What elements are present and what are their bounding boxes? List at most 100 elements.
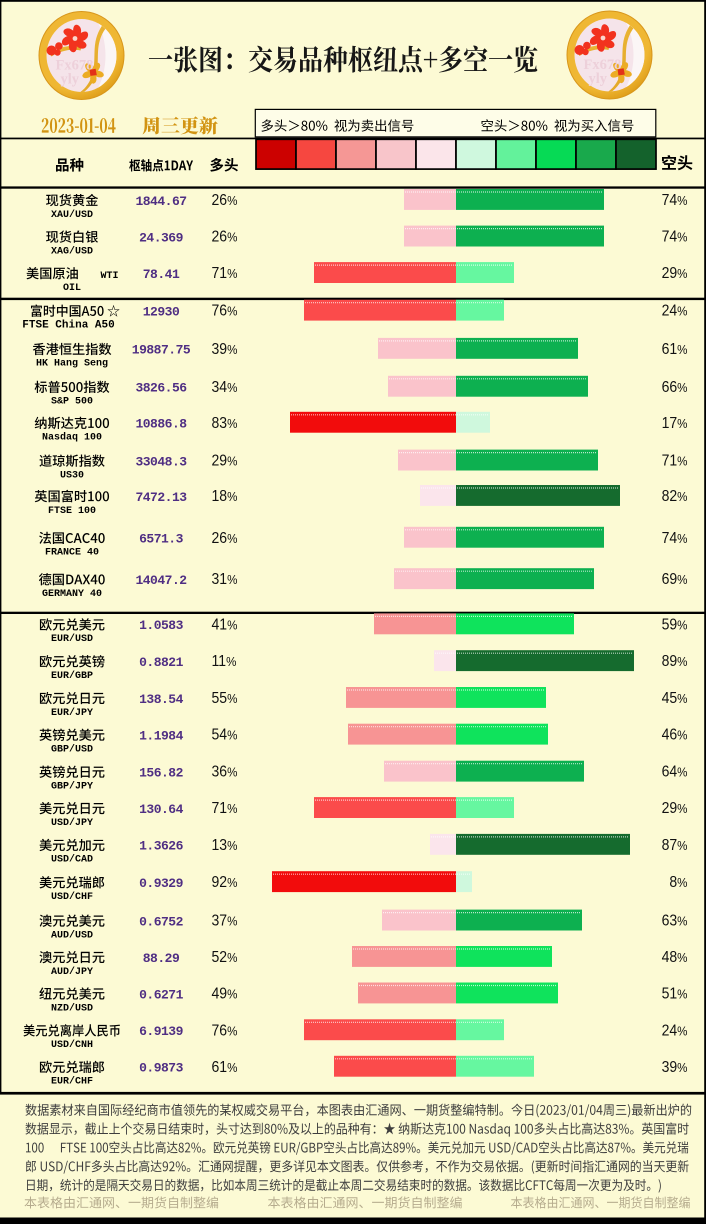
- svg-text:NZD/USD: NZD/USD: [51, 1002, 93, 1014]
- svg-text:92%: 92%: [212, 875, 238, 892]
- svg-text:S&P 500: S&P 500: [51, 397, 93, 408]
- svg-text:130.64: 130.64: [139, 802, 184, 817]
- svg-text:76%: 76%: [212, 303, 238, 320]
- svg-text:FRANCE 40: FRANCE 40: [45, 548, 99, 559]
- svg-text:6571.3: 6571.3: [139, 532, 184, 547]
- svg-text:36%: 36%: [212, 764, 238, 781]
- svg-text:48%: 48%: [662, 949, 688, 966]
- svg-text:AUD/USD: AUD/USD: [51, 929, 93, 941]
- svg-text:138.54: 138.54: [139, 692, 184, 707]
- svg-text:39%: 39%: [212, 341, 238, 358]
- svg-text:0.9873: 0.9873: [139, 1061, 184, 1076]
- svg-text:87%: 87%: [662, 837, 688, 854]
- svg-text:6.9139: 6.9139: [139, 1024, 184, 1039]
- svg-text:yly: yly: [61, 72, 80, 88]
- svg-text:17%: 17%: [662, 415, 688, 432]
- svg-text:49%: 49%: [212, 986, 238, 1003]
- svg-text:USD/CHF: USD/CHF: [51, 891, 93, 903]
- svg-text:37%: 37%: [212, 913, 238, 930]
- svg-text:69%: 69%: [662, 572, 688, 589]
- svg-text:76%: 76%: [212, 1023, 238, 1040]
- svg-text:24.369: 24.369: [139, 230, 184, 245]
- svg-text:7472.13: 7472.13: [135, 490, 187, 505]
- svg-text:USD/CAD: USD/CAD: [51, 854, 93, 866]
- svg-text:11%: 11%: [212, 654, 237, 671]
- svg-text:29%: 29%: [212, 453, 238, 470]
- svg-text:OIL: OIL: [63, 283, 81, 294]
- svg-text:61%: 61%: [662, 341, 688, 358]
- svg-text:54%: 54%: [212, 727, 238, 744]
- svg-text:31%: 31%: [212, 572, 238, 589]
- svg-text:GERMANY 40: GERMANY 40: [42, 589, 102, 600]
- svg-text:26%: 26%: [212, 530, 238, 547]
- svg-text:13%: 13%: [212, 837, 238, 854]
- svg-text:34%: 34%: [212, 379, 238, 396]
- svg-text:14047.2: 14047.2: [135, 573, 187, 588]
- svg-text:64%: 64%: [662, 764, 688, 781]
- svg-text:XAG/USD: XAG/USD: [51, 245, 93, 257]
- svg-text:Fx678: Fx678: [584, 57, 622, 73]
- svg-text:Fx678: Fx678: [56, 58, 94, 74]
- svg-text:8%: 8%: [669, 875, 687, 892]
- svg-text:1844.67: 1844.67: [135, 194, 186, 209]
- svg-text:EUR/USD: EUR/USD: [51, 633, 93, 645]
- svg-text:74%: 74%: [662, 530, 688, 547]
- svg-text:41%: 41%: [212, 617, 238, 634]
- svg-text:66%: 66%: [662, 379, 688, 396]
- svg-text:78.41: 78.41: [143, 267, 180, 282]
- svg-text:24%: 24%: [662, 303, 688, 320]
- svg-text:71%: 71%: [662, 453, 688, 470]
- svg-text:FTSE China A50: FTSE China A50: [22, 320, 114, 332]
- svg-text:XAU/USD: XAU/USD: [51, 209, 93, 221]
- svg-text:0.6752: 0.6752: [139, 914, 184, 929]
- svg-text:0.8821: 0.8821: [139, 655, 184, 670]
- svg-text:83%: 83%: [212, 415, 238, 432]
- svg-text:52%: 52%: [212, 949, 238, 966]
- svg-text:GBP/USD: GBP/USD: [51, 744, 93, 756]
- svg-text:HK Hang Seng: HK Hang Seng: [36, 359, 108, 370]
- svg-text:24%: 24%: [662, 1023, 688, 1040]
- svg-text:46%: 46%: [662, 727, 688, 744]
- svg-text:61%: 61%: [212, 1059, 238, 1076]
- svg-text:12930: 12930: [143, 305, 180, 320]
- svg-text:55%: 55%: [212, 690, 238, 707]
- svg-text:1.3626: 1.3626: [139, 839, 184, 854]
- svg-text:USD/CNH: USD/CNH: [51, 1039, 93, 1051]
- svg-text:1.1984: 1.1984: [139, 729, 184, 744]
- svg-text:FTSE 100: FTSE 100: [48, 506, 96, 517]
- svg-text:156.82: 156.82: [139, 766, 184, 781]
- svg-text:59%: 59%: [662, 617, 688, 634]
- svg-text:88.29: 88.29: [143, 951, 180, 966]
- svg-text:19887.75: 19887.75: [132, 343, 191, 358]
- svg-text:0.6271: 0.6271: [139, 987, 184, 1002]
- svg-text:18%: 18%: [212, 488, 238, 505]
- svg-text:0.9329: 0.9329: [139, 876, 184, 891]
- svg-text:Nasdaq 100: Nasdaq 100: [42, 432, 102, 444]
- svg-text:EUR/CHF: EUR/CHF: [51, 1076, 93, 1088]
- svg-text:WTI: WTI: [101, 271, 119, 282]
- svg-text:10886.8: 10886.8: [135, 417, 187, 432]
- svg-text:45%: 45%: [662, 690, 688, 707]
- svg-text:39%: 39%: [662, 1059, 688, 1076]
- svg-text:82%: 82%: [662, 488, 688, 505]
- svg-text:89%: 89%: [662, 654, 688, 671]
- svg-text:1.0583: 1.0583: [139, 618, 184, 633]
- svg-text:71%: 71%: [212, 265, 238, 282]
- svg-text:yly: yly: [589, 71, 608, 87]
- svg-text:EUR/JPY: EUR/JPY: [51, 707, 93, 719]
- svg-text:74%: 74%: [662, 192, 688, 209]
- svg-text:3826.56: 3826.56: [135, 381, 187, 396]
- svg-text:26%: 26%: [212, 229, 238, 246]
- svg-text:71%: 71%: [212, 800, 238, 817]
- svg-text:USD/JPY: USD/JPY: [51, 817, 93, 829]
- svg-text:EUR/GBP: EUR/GBP: [51, 670, 93, 682]
- svg-text:74%: 74%: [662, 229, 688, 246]
- svg-text:63%: 63%: [662, 913, 688, 930]
- svg-text:29%: 29%: [662, 800, 688, 817]
- svg-text:US30: US30: [60, 470, 84, 481]
- svg-text:33048.3: 33048.3: [135, 454, 187, 469]
- svg-text:AUD/JPY: AUD/JPY: [51, 966, 93, 978]
- svg-text:GBP/JPY: GBP/JPY: [51, 781, 93, 793]
- svg-text:51%: 51%: [662, 986, 688, 1003]
- svg-text:29%: 29%: [662, 265, 688, 282]
